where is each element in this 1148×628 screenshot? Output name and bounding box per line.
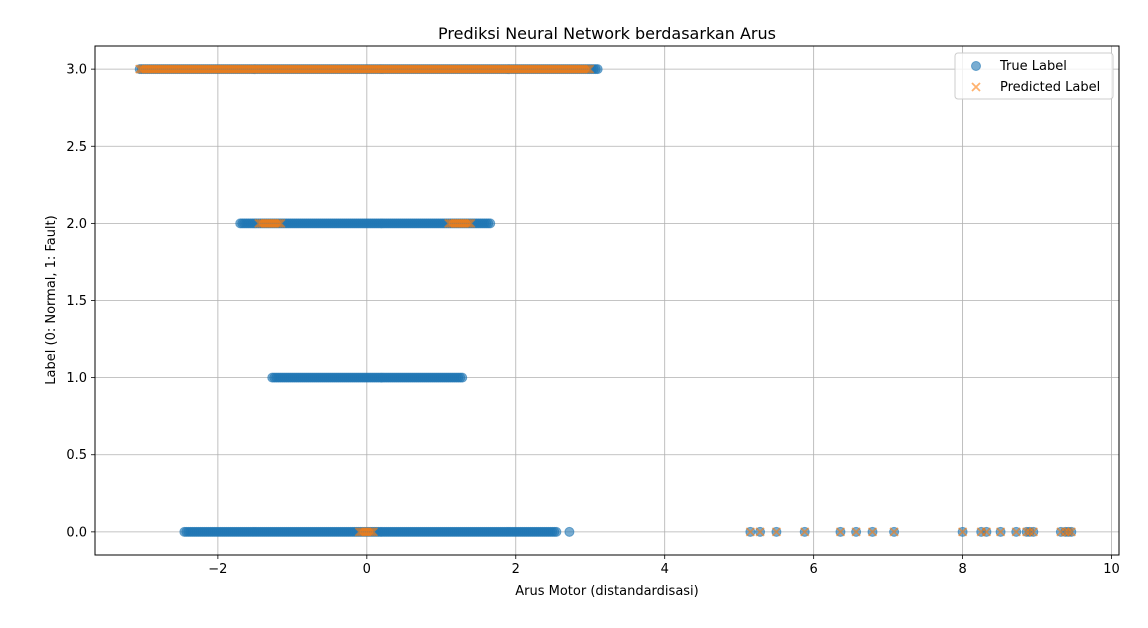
true-label-point [592,64,603,75]
predicted-label-point [366,527,377,537]
predicted-label-point [1011,527,1021,537]
legend-label-true: True Label [999,59,1067,74]
x-axis-label: Arus Motor (distandardisasi) [515,584,699,599]
predicted-label-point [583,64,593,74]
predicted-label-point [835,527,846,537]
predicted-label-point [464,218,474,229]
predicted-label-point [867,527,878,537]
y-tick-label: 1.0 [66,371,87,386]
predicted-label-point [1028,527,1038,537]
chart-title: Prediksi Neural Network berdasarkan Arus [438,24,776,43]
y-tick-label: 3.0 [66,63,87,78]
predicted-label-points [135,64,1076,537]
predicted-label-point [1063,527,1073,537]
x-axis-ticks: −2 0 2 4 6 8 10 [208,555,1120,577]
predicted-label-point [889,527,899,537]
legend-marker-predicted-label [971,82,981,92]
true-label-point [457,372,468,383]
x-tick-label: 6 [810,562,818,577]
predicted-label-point [995,527,1006,537]
predicted-label-point [800,527,810,537]
predicted-label-point [368,527,379,537]
predicted-label-point [274,218,284,229]
true-label-point [485,218,496,229]
x-tick-label: 2 [512,562,520,577]
y-tick-label: 2.0 [66,217,87,232]
predicted-label-point [745,527,755,537]
predicted-label-point [272,218,282,229]
predicted-label-point [1024,527,1035,537]
true-label-point [564,526,575,537]
x-tick-label: 4 [661,562,669,577]
legend-label-predicted: Predicted Label [1000,80,1100,95]
x-tick-label: 8 [958,562,966,577]
y-axis-ticks: 0.0 0.5 1.0 1.5 2.0 2.5 3.0 [66,63,95,540]
x-tick-label: 0 [363,562,371,577]
predicted-label-point [771,527,782,537]
legend-marker-true-label [971,61,981,71]
x-tick-label: −2 [208,562,227,577]
predicted-label-point [1022,527,1032,537]
legend-x-mark [971,82,981,92]
legend-box [954,52,1114,100]
y-tick-label: 0.5 [66,448,87,463]
y-tick-label: 1.5 [66,294,87,309]
predicted-label-point [466,218,476,229]
predicted-label-point [276,218,286,229]
y-tick-label: 0.0 [66,525,87,540]
predicted-label-point [1066,527,1076,537]
predicted-label-point [851,527,861,537]
y-axis-label: Label (0: Normal, 1: Fault) [44,215,59,384]
predicted-label-point [957,527,968,537]
x-tick-label: 10 [1103,562,1120,577]
predicted-label-point [462,218,472,229]
predicted-label-point [981,527,992,537]
predicted-label-point [581,64,591,74]
predicted-label-point [585,64,595,74]
predicted-label-point [364,527,375,537]
true-label-point [551,526,562,537]
y-tick-label: 2.5 [66,140,87,155]
legend: True Label Predicted Label [954,52,1114,100]
predicted-label-point [755,527,765,537]
